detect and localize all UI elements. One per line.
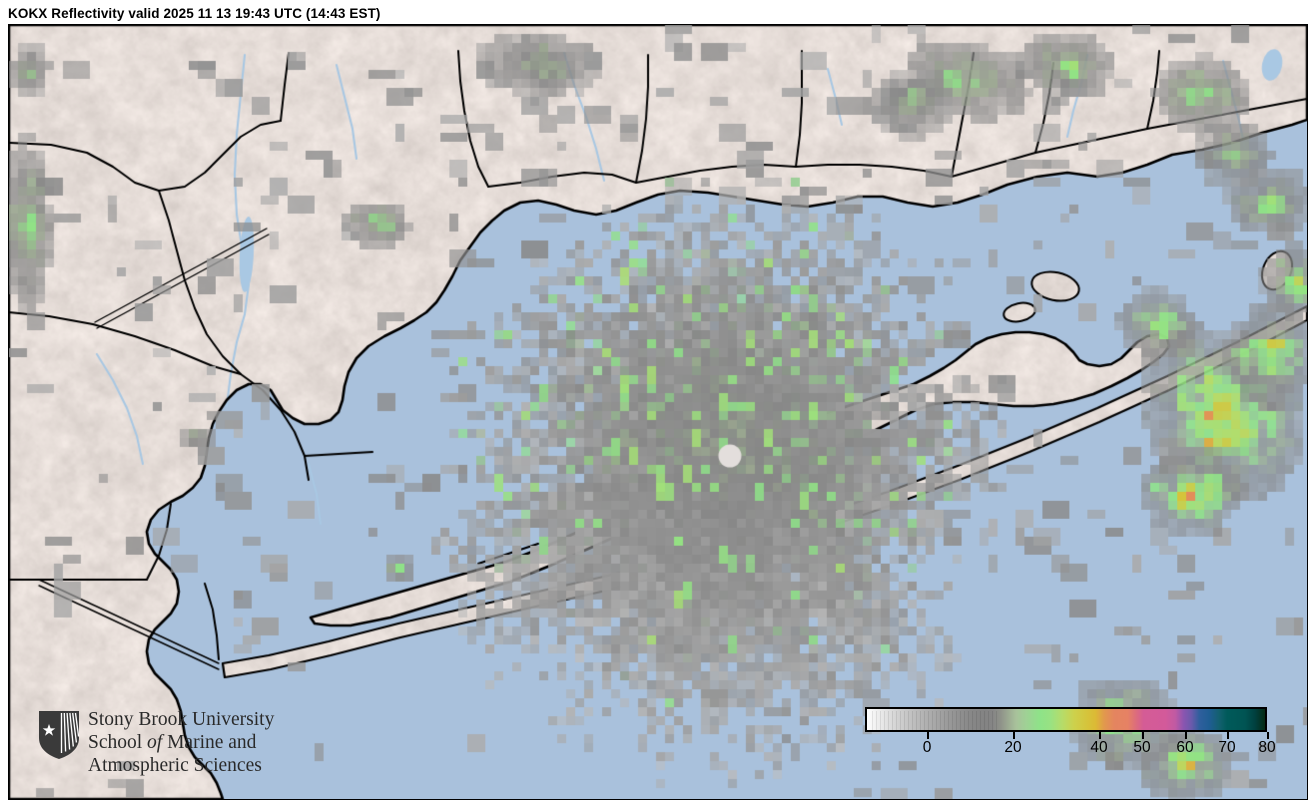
- stony-brook-logo: Stony Brook University School of Marine …: [38, 708, 274, 777]
- colorbar-gradient: [865, 707, 1267, 732]
- colorbar-tick: [1267, 732, 1269, 739]
- logo-line-3: Atmospheric Sciences: [88, 755, 262, 776]
- radar-map-frame[interactable]: [8, 24, 1308, 800]
- colorbar-tick-label: 50: [1133, 739, 1151, 756]
- reflectivity-colorbar: 0 20 40 50 60 70 80: [865, 707, 1277, 769]
- logo-text: Stony Brook University School of Marine …: [88, 708, 274, 777]
- page-title-text: KOKX Reflectivity valid 2025 11 13 19:43…: [8, 5, 381, 21]
- logo-line-1: Stony Brook University: [88, 709, 275, 730]
- colorbar-tick: [1142, 732, 1144, 739]
- logo-line-2-b: of: [147, 732, 163, 753]
- colorbar-striation-overlay: [869, 711, 999, 732]
- logo-line-2-c: Marine and: [162, 732, 257, 753]
- colorbar-tick: [1099, 732, 1101, 739]
- colorbar-tick-label: 60: [1176, 739, 1194, 756]
- colorbar-tick: [927, 732, 929, 739]
- colorbar-tick-label: 80: [1258, 739, 1276, 756]
- colorbar-tick-label: 70: [1218, 739, 1236, 756]
- radar-map-canvas[interactable]: [9, 25, 1307, 799]
- colorbar-tick-label: 20: [1004, 739, 1022, 756]
- colorbar-tick: [1013, 732, 1015, 739]
- shield-icon: [39, 711, 80, 759]
- colorbar-tick-label: 0: [922, 739, 932, 756]
- logo-line-2: School of Marine and: [88, 731, 274, 754]
- colorbar-tick: [1227, 732, 1229, 739]
- logo-line-2-a: School: [88, 732, 148, 753]
- page-title: KOKX Reflectivity valid 2025 11 13 19:43…: [8, 2, 381, 24]
- colorbar-tick-label: 40: [1090, 739, 1108, 756]
- colorbar-tick: [1185, 732, 1187, 739]
